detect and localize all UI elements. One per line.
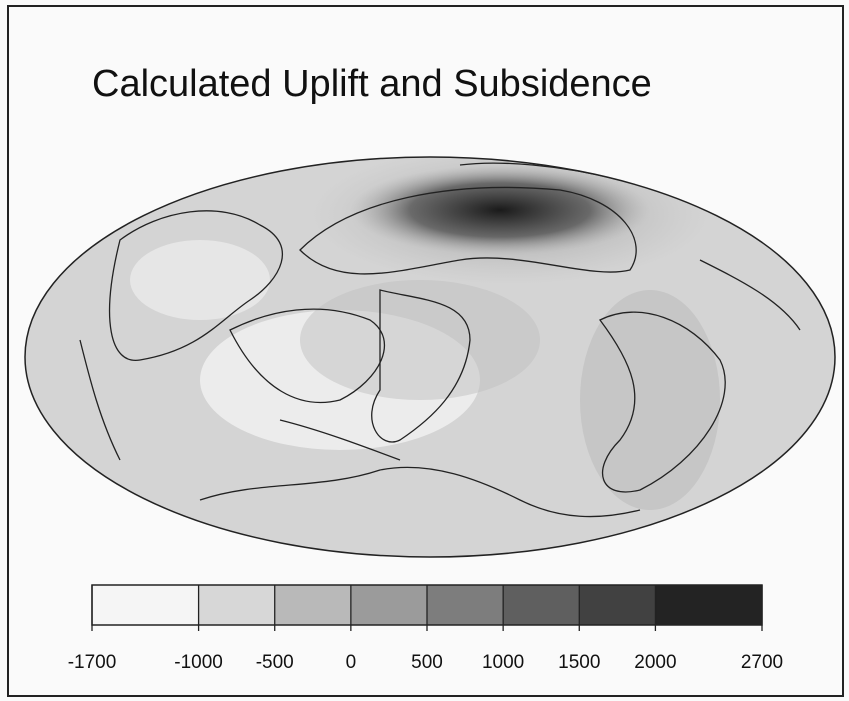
colorbar-tick-label: 500: [411, 652, 443, 673]
colorbar-tick-label: -1700: [68, 652, 117, 673]
colorbar-segment: [427, 585, 503, 625]
colorbar-segment: [655, 585, 762, 625]
colorbar-segment: [275, 585, 351, 625]
colorbar-tick-label: 2000: [634, 652, 676, 673]
colorbar-segment: [92, 585, 199, 625]
title: Calculated Uplift and Subsidence: [92, 63, 652, 105]
colorbar-tick-label: 0: [346, 652, 357, 673]
colorbar-tick-label: -1000: [174, 652, 223, 673]
colorbar-segment: [351, 585, 427, 625]
page: Calculated Uplift and Subsidence -1700 -1…: [0, 0, 849, 701]
colorbar-segment: [503, 585, 579, 625]
colorbar-tick-label: 1000: [482, 652, 524, 673]
colorbar-tick-label: 2700: [741, 652, 783, 673]
colorbar-tick-label: -500: [256, 652, 294, 673]
colorbar-segment: [579, 585, 655, 625]
colorbar-tick-label: 1500: [558, 652, 600, 673]
colorbar-segment: [199, 585, 275, 625]
